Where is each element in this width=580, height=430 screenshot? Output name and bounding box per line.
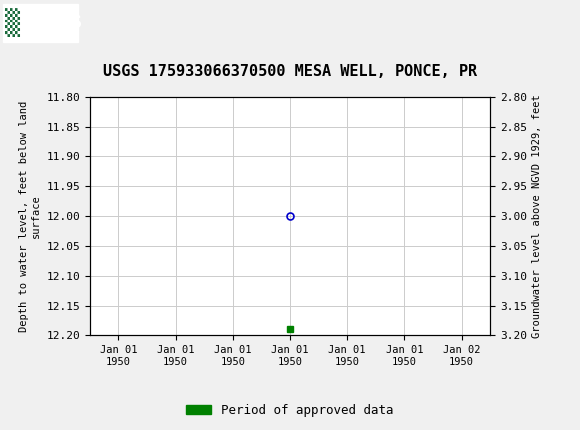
FancyBboxPatch shape [3, 3, 78, 42]
Text: ▒: ▒ [5, 8, 20, 37]
Text: USGS: USGS [28, 14, 83, 31]
Text: USGS 175933066370500 MESA WELL, PONCE, PR: USGS 175933066370500 MESA WELL, PONCE, P… [103, 64, 477, 80]
Y-axis label: Groundwater level above NGVD 1929, feet: Groundwater level above NGVD 1929, feet [532, 94, 542, 338]
Y-axis label: Depth to water level, feet below land
surface: Depth to water level, feet below land su… [19, 101, 41, 332]
Legend: Period of approved data: Period of approved data [181, 399, 399, 421]
